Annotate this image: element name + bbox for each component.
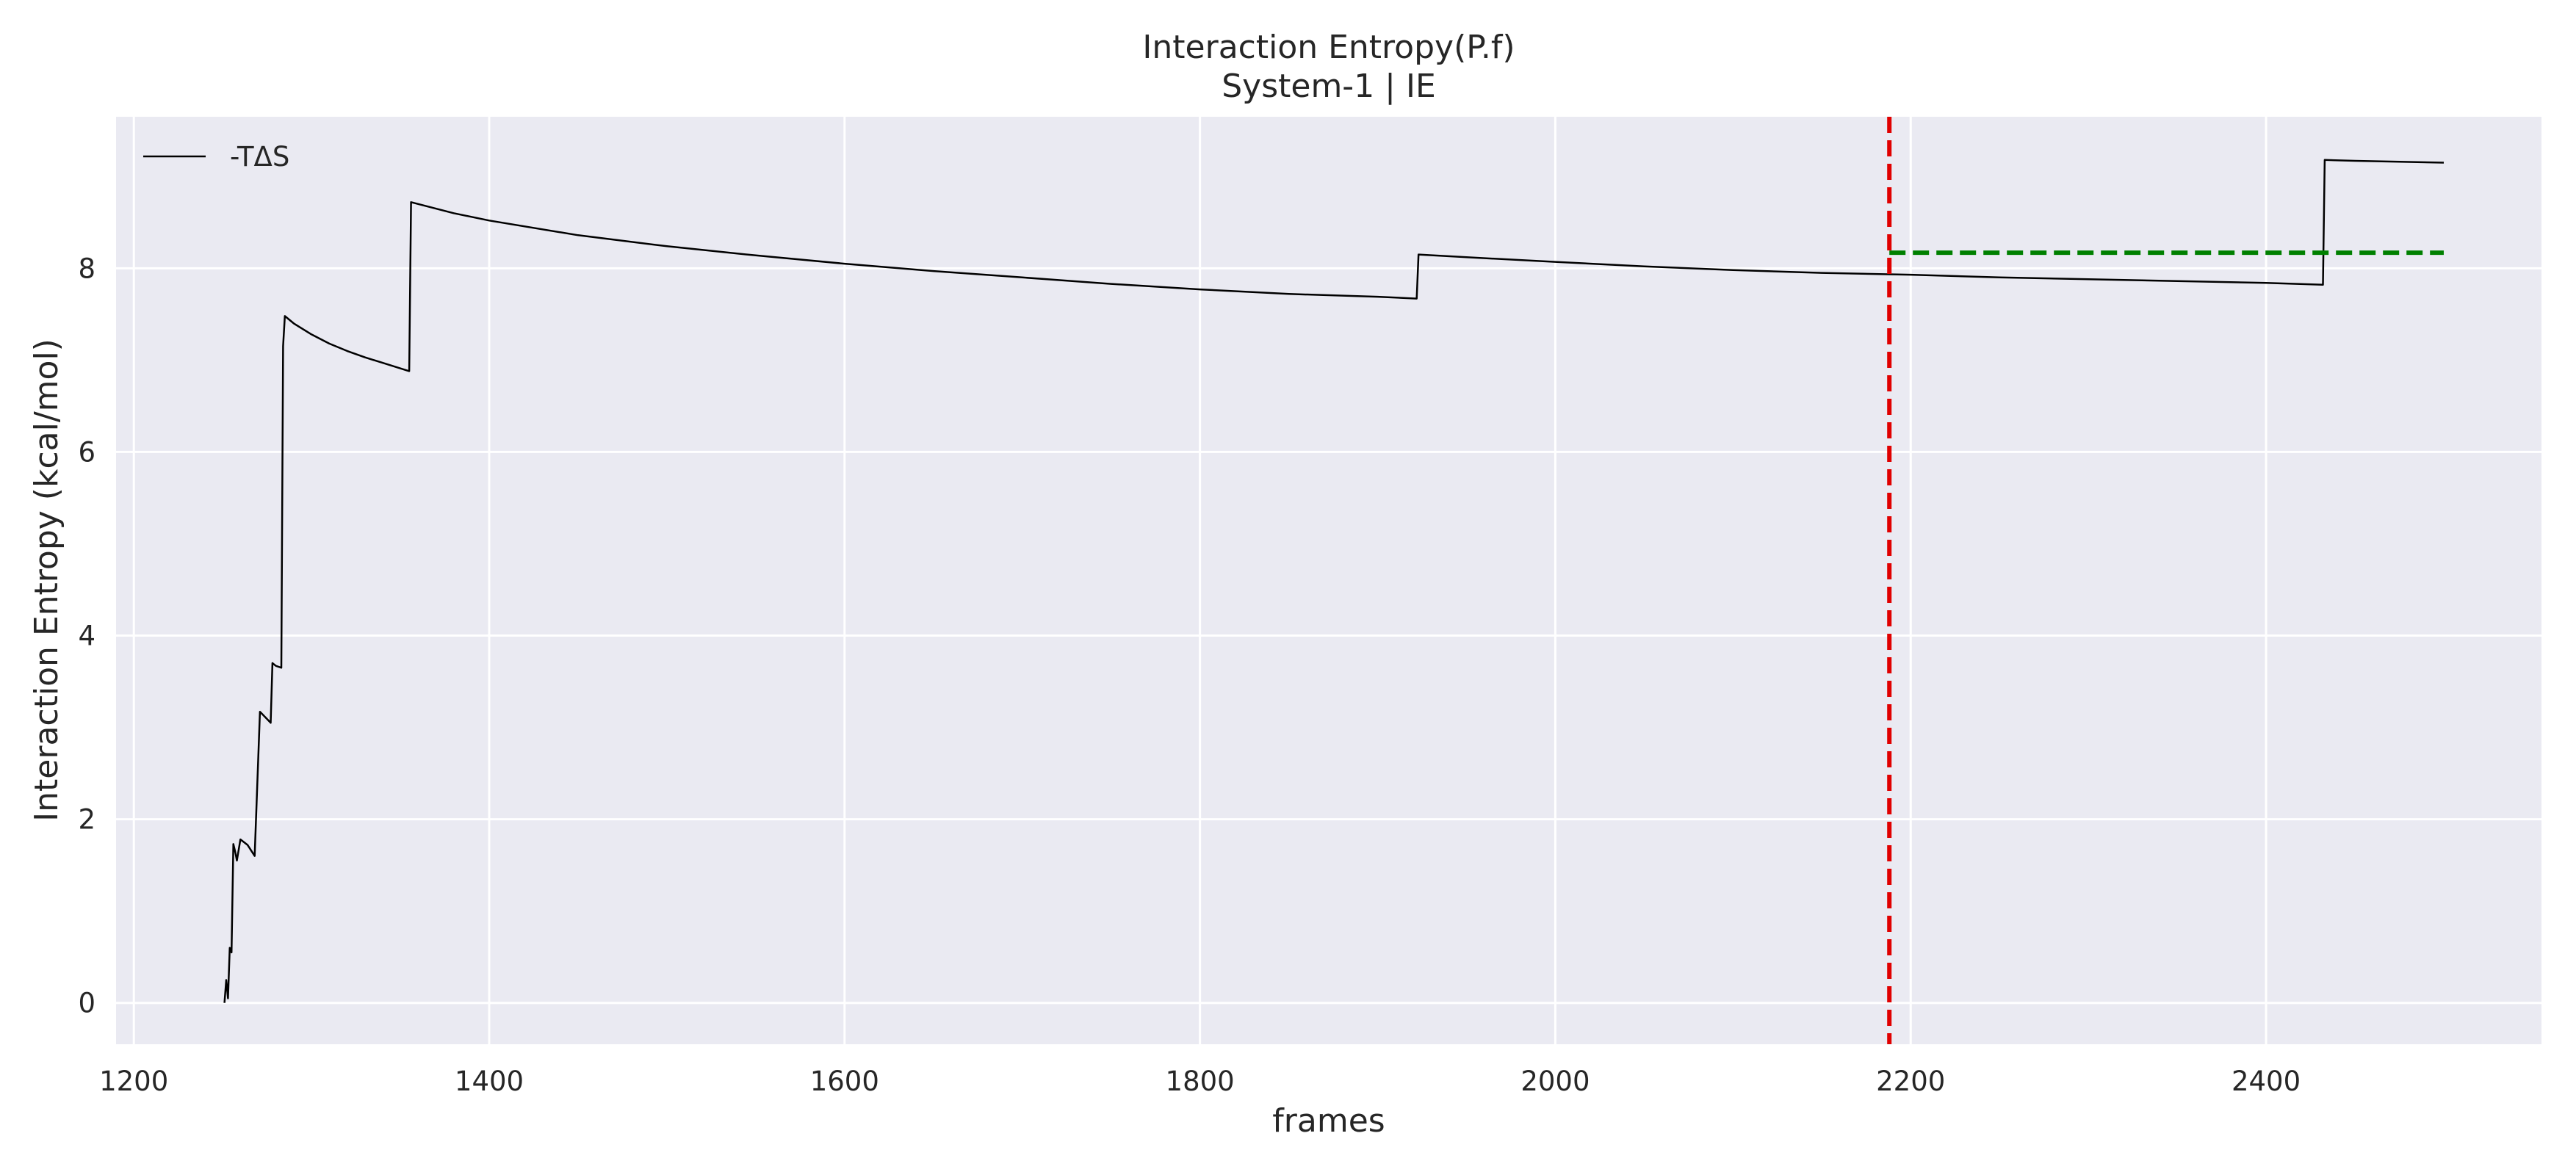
x-tick-label: 1600 bbox=[810, 1066, 879, 1097]
x-tick-label: 1400 bbox=[455, 1066, 524, 1097]
y-tick-labels: 0 2 4 6 8 bbox=[78, 253, 95, 1019]
x-tick-label: 2200 bbox=[1876, 1066, 1945, 1097]
x-axis-label: frames bbox=[1272, 1102, 1385, 1140]
x-tick-label: 2400 bbox=[2232, 1066, 2301, 1097]
y-tick-label: 4 bbox=[78, 621, 95, 652]
x-tick-label: 1800 bbox=[1166, 1066, 1235, 1097]
chart-subtitle: System-1 | IE bbox=[1222, 68, 1436, 105]
x-tick-label: 2000 bbox=[1520, 1066, 1590, 1097]
y-tick-label: 2 bbox=[78, 804, 95, 836]
x-tick-labels: 1200 1400 1600 1800 2000 2200 2400 bbox=[99, 1066, 2301, 1097]
y-tick-label: 8 bbox=[78, 253, 95, 284]
chart-title: Interaction Entropy(P.f) bbox=[1142, 29, 1515, 66]
y-axis-label: Interaction Entropy (kcal/mol) bbox=[28, 339, 65, 822]
y-tick-label: 6 bbox=[78, 436, 95, 468]
legend-label: -TΔS bbox=[230, 141, 289, 173]
y-tick-label: 0 bbox=[78, 988, 95, 1019]
plot-area bbox=[116, 117, 2541, 1044]
x-tick-label: 1200 bbox=[99, 1066, 168, 1097]
